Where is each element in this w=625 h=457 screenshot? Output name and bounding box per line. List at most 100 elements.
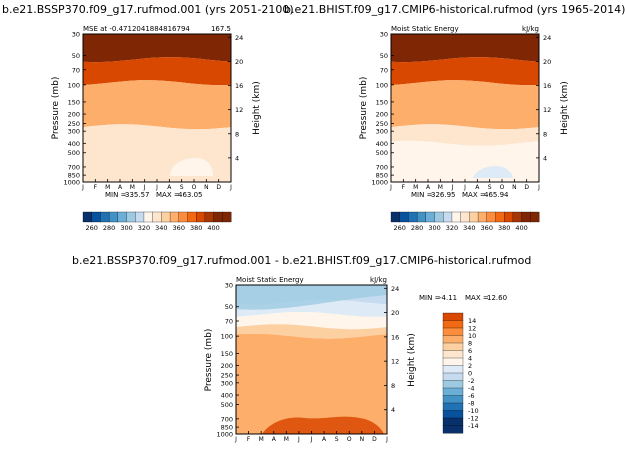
p2-pressure-tick-label-0: 30	[380, 31, 388, 39]
panel-3-ylabel: Pressure (mb)	[204, 329, 214, 392]
p3-month-label-3: A	[272, 436, 277, 443]
p2-height-tick-label-4: 20	[543, 58, 551, 66]
p2-colorbar-swatch-4	[425, 211, 435, 223]
p3-colorbar-swatch-2	[442, 327, 464, 336]
panel-2-units-label: kJ/kg	[522, 25, 539, 33]
p3-colorbar-swatch-0	[442, 312, 464, 321]
p1-colorbar-swatch-7	[143, 211, 154, 223]
p2-colorbar-swatch-12	[495, 211, 505, 223]
p2-pressure-tick-label-12: 1000	[371, 179, 388, 187]
p1-colorbar-swatch-3	[108, 211, 119, 223]
p3-pressure-tick-label-4: 150	[221, 350, 233, 358]
panel-3-high-blob	[262, 416, 384, 434]
panel-1-max-value: 463.05	[178, 191, 203, 199]
p1-pressure-tick-label-8: 400	[68, 140, 80, 148]
p2-colorbar-swatch-10	[477, 211, 488, 223]
p1-month-label-1: F	[94, 184, 98, 191]
panel-1-ylabel: Pressure (mb)	[51, 77, 61, 140]
p3-colorbar-swatch-15	[442, 425, 464, 434]
panel-2-ylabel: Pressure (mb)	[359, 77, 369, 140]
p1-colorbar-label-0: 260	[85, 224, 97, 232]
p1-colorbar-swatch-10	[169, 211, 180, 223]
panel-1: b.e21.BSSP370.f09_g17.rufmod.001 (yrs 20…	[2, 3, 294, 232]
p3-colorbar-swatch-3	[442, 335, 464, 344]
p1-colorbar-swatch-13	[196, 211, 206, 223]
p1-month-label-0: J	[81, 184, 84, 191]
panel-2: b.e21.BHIST.f09_g17.CMIP6-historical.ruf…	[284, 3, 625, 232]
panel-1-min-label: MIN =	[105, 191, 127, 199]
p3-colorbar-swatch-8	[442, 372, 464, 381]
p2-colorbar-swatch-14	[512, 211, 523, 223]
p3-month-label-0: J	[234, 436, 237, 443]
p1-colorbar-label-5: 360	[173, 224, 185, 232]
p3-pressure-tick-label-2: 70	[225, 318, 233, 326]
p3-pressure-tick-label-1: 50	[225, 303, 233, 311]
p2-colorbar-swatch-6	[443, 211, 453, 223]
p2-pressure-tick-label-7: 300	[376, 128, 388, 136]
p2-month-label-4: M	[438, 184, 443, 191]
p2-month-label-11: D	[524, 184, 529, 191]
p1-month-label-12: J	[229, 184, 232, 191]
p1-pressure-tick-label-7: 300	[68, 128, 80, 136]
p1-height-tick-label-4: 20	[235, 58, 243, 66]
p3-colorbar-swatch-12	[442, 402, 464, 411]
p1-colorbar-label-2: 300	[120, 224, 132, 232]
p2-colorbar-swatch-11	[486, 211, 496, 223]
panel-1-units-label: 167.5	[211, 25, 231, 33]
p2-colorbar-label-6: 380	[498, 224, 510, 232]
p3-pressure-tick-label-10: 700	[221, 415, 233, 423]
p1-month-label-4: M	[130, 184, 135, 191]
panel-3-ylabel-right: Height (km)	[407, 333, 417, 387]
p3-colorbar-label-5: 4	[468, 355, 472, 363]
panel-1-title: b.e21.BSSP370.f09_g17.rufmod.001 (yrs 20…	[2, 3, 294, 16]
p3-layer-2	[236, 312, 387, 330]
p1-month-label-11: D	[216, 184, 221, 191]
p3-month-label-6: J	[310, 436, 313, 443]
p2-pressure-tick-label-9: 500	[376, 149, 388, 157]
p3-colorbar-label-4: 6	[468, 347, 472, 355]
p3-colorbar-label-0: 14	[468, 317, 476, 325]
p1-colorbar-label-7: 400	[207, 224, 219, 232]
p3-pressure-tick-label-8: 400	[221, 392, 233, 400]
p2-layer-4	[391, 140, 539, 182]
p3-layer-3	[236, 324, 387, 339]
panel-3-title: b.e21.BSSP370.f09_g17.rufmod.001 - b.e21…	[72, 254, 531, 267]
p1-pressure-tick-label-1: 50	[72, 52, 80, 60]
p3-layer-4	[236, 333, 387, 434]
p2-pressure-tick-label-5: 200	[376, 111, 388, 119]
p2-pressure-tick-label-4: 150	[376, 98, 388, 106]
p2-month-label-6: J	[463, 184, 466, 191]
p1-month-label-7: A	[167, 184, 172, 191]
panel-1-min-value: 335.57	[125, 191, 150, 199]
p1-colorbar-swatch-5	[126, 211, 136, 223]
p1-pressure-tick-label-5: 200	[68, 111, 80, 119]
panel-2-title: b.e21.BHIST.f09_g17.CMIP6-historical.ruf…	[284, 3, 625, 16]
p1-pressure-tick-label-9: 500	[68, 149, 80, 157]
p2-pressure-tick-label-2: 70	[380, 66, 388, 74]
p1-pressure-tick-label-4: 150	[68, 98, 80, 106]
p1-month-label-5: J	[143, 184, 146, 191]
p1-month-label-6: J	[155, 184, 158, 191]
p3-colorbar-swatch-6	[442, 357, 464, 366]
p3-colorbar-label-13: -12	[468, 415, 479, 423]
p3-pressure-tick-label-6: 250	[221, 372, 233, 380]
p2-colorbar-swatch-0	[390, 211, 401, 223]
p2-colorbar-swatch-2	[408, 211, 418, 223]
p3-colorbar-label-11: -8	[468, 400, 474, 408]
p3-height-tick-label-5: 24	[391, 285, 399, 293]
p1-pressure-tick-label-10: 700	[68, 163, 80, 171]
p3-pressure-tick-label-0: 30	[225, 282, 233, 290]
p1-pressure-tick-label-11: 850	[68, 172, 80, 180]
p2-colorbar-swatch-5	[434, 211, 444, 223]
p2-month-label-3: A	[426, 184, 431, 191]
p1-month-label-9: O	[192, 184, 197, 191]
p1-colorbar-swatch-12	[187, 211, 197, 223]
p1-layer-0	[83, 34, 231, 63]
p2-layer-2	[391, 80, 539, 130]
p3-colorbar-label-7: 0	[468, 370, 472, 378]
p3-colorbar-label-8: -2	[468, 377, 474, 385]
p3-pressure-tick-label-12: 1000	[216, 431, 233, 439]
p2-layer-1	[391, 57, 539, 86]
p1-pressure-tick-label-0: 30	[72, 31, 80, 39]
